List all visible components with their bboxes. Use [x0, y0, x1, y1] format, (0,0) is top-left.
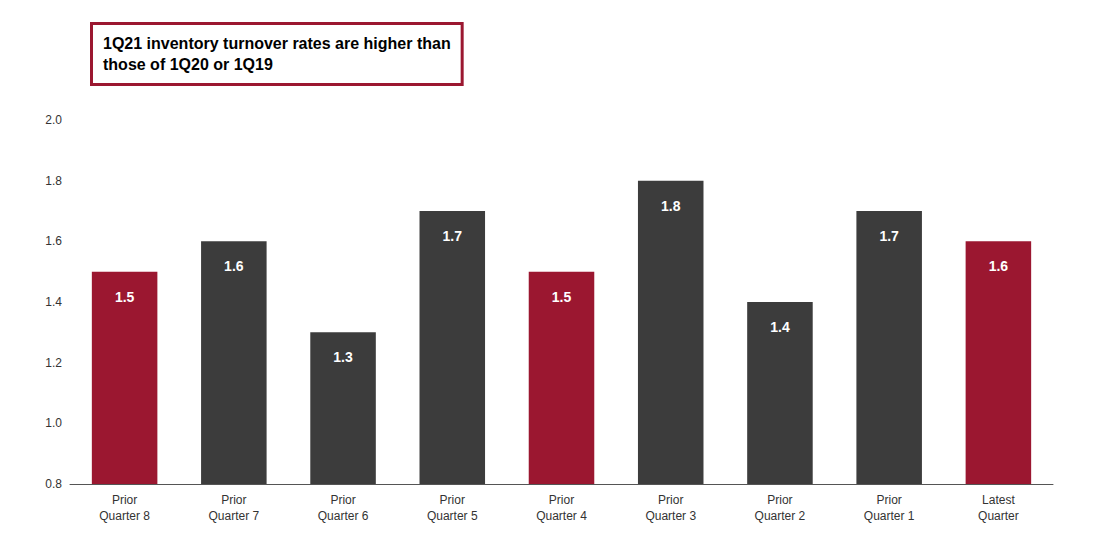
svg-text:1.8: 1.8	[45, 174, 62, 188]
svg-text:1.5: 1.5	[115, 289, 135, 305]
svg-text:1.6: 1.6	[224, 258, 244, 274]
svg-text:Quarter 6: Quarter 6	[318, 509, 369, 523]
svg-text:1.5: 1.5	[552, 289, 572, 305]
svg-text:Quarter 8: Quarter 8	[99, 509, 150, 523]
svg-text:Latest: Latest	[982, 493, 1015, 507]
svg-text:1.6: 1.6	[989, 258, 1009, 274]
svg-text:1.4: 1.4	[770, 319, 790, 335]
svg-text:Quarter 4: Quarter 4	[536, 509, 587, 523]
svg-text:1.3: 1.3	[333, 349, 353, 365]
svg-text:Quarter 1: Quarter 1	[864, 509, 915, 523]
svg-text:Prior: Prior	[221, 493, 246, 507]
svg-text:1.7: 1.7	[879, 228, 899, 244]
svg-text:Prior: Prior	[549, 493, 574, 507]
svg-text:Quarter 5: Quarter 5	[427, 509, 478, 523]
svg-text:Quarter 7: Quarter 7	[208, 509, 259, 523]
svg-text:Quarter 2: Quarter 2	[755, 509, 806, 523]
svg-text:1Q21 inventory turnover rates: 1Q21 inventory turnover rates are higher…	[103, 35, 451, 52]
svg-text:1.6: 1.6	[45, 234, 62, 248]
svg-text:2.0: 2.0	[45, 113, 62, 127]
svg-text:1.7: 1.7	[443, 228, 463, 244]
svg-text:Prior: Prior	[767, 493, 792, 507]
svg-text:1.4: 1.4	[45, 295, 62, 309]
svg-text:Quarter: Quarter	[978, 509, 1019, 523]
svg-text:Prior: Prior	[440, 493, 465, 507]
svg-text:Prior: Prior	[658, 493, 683, 507]
svg-text:those of 1Q20 or 1Q19: those of 1Q20 or 1Q19	[103, 56, 273, 73]
svg-text:Prior: Prior	[112, 493, 137, 507]
svg-text:1.0: 1.0	[45, 416, 62, 430]
svg-text:Prior: Prior	[876, 493, 901, 507]
svg-text:1.8: 1.8	[661, 198, 681, 214]
svg-text:0.8: 0.8	[45, 477, 62, 491]
svg-text:Quarter 3: Quarter 3	[645, 509, 696, 523]
svg-text:Prior: Prior	[330, 493, 355, 507]
svg-text:1.2: 1.2	[45, 356, 62, 370]
